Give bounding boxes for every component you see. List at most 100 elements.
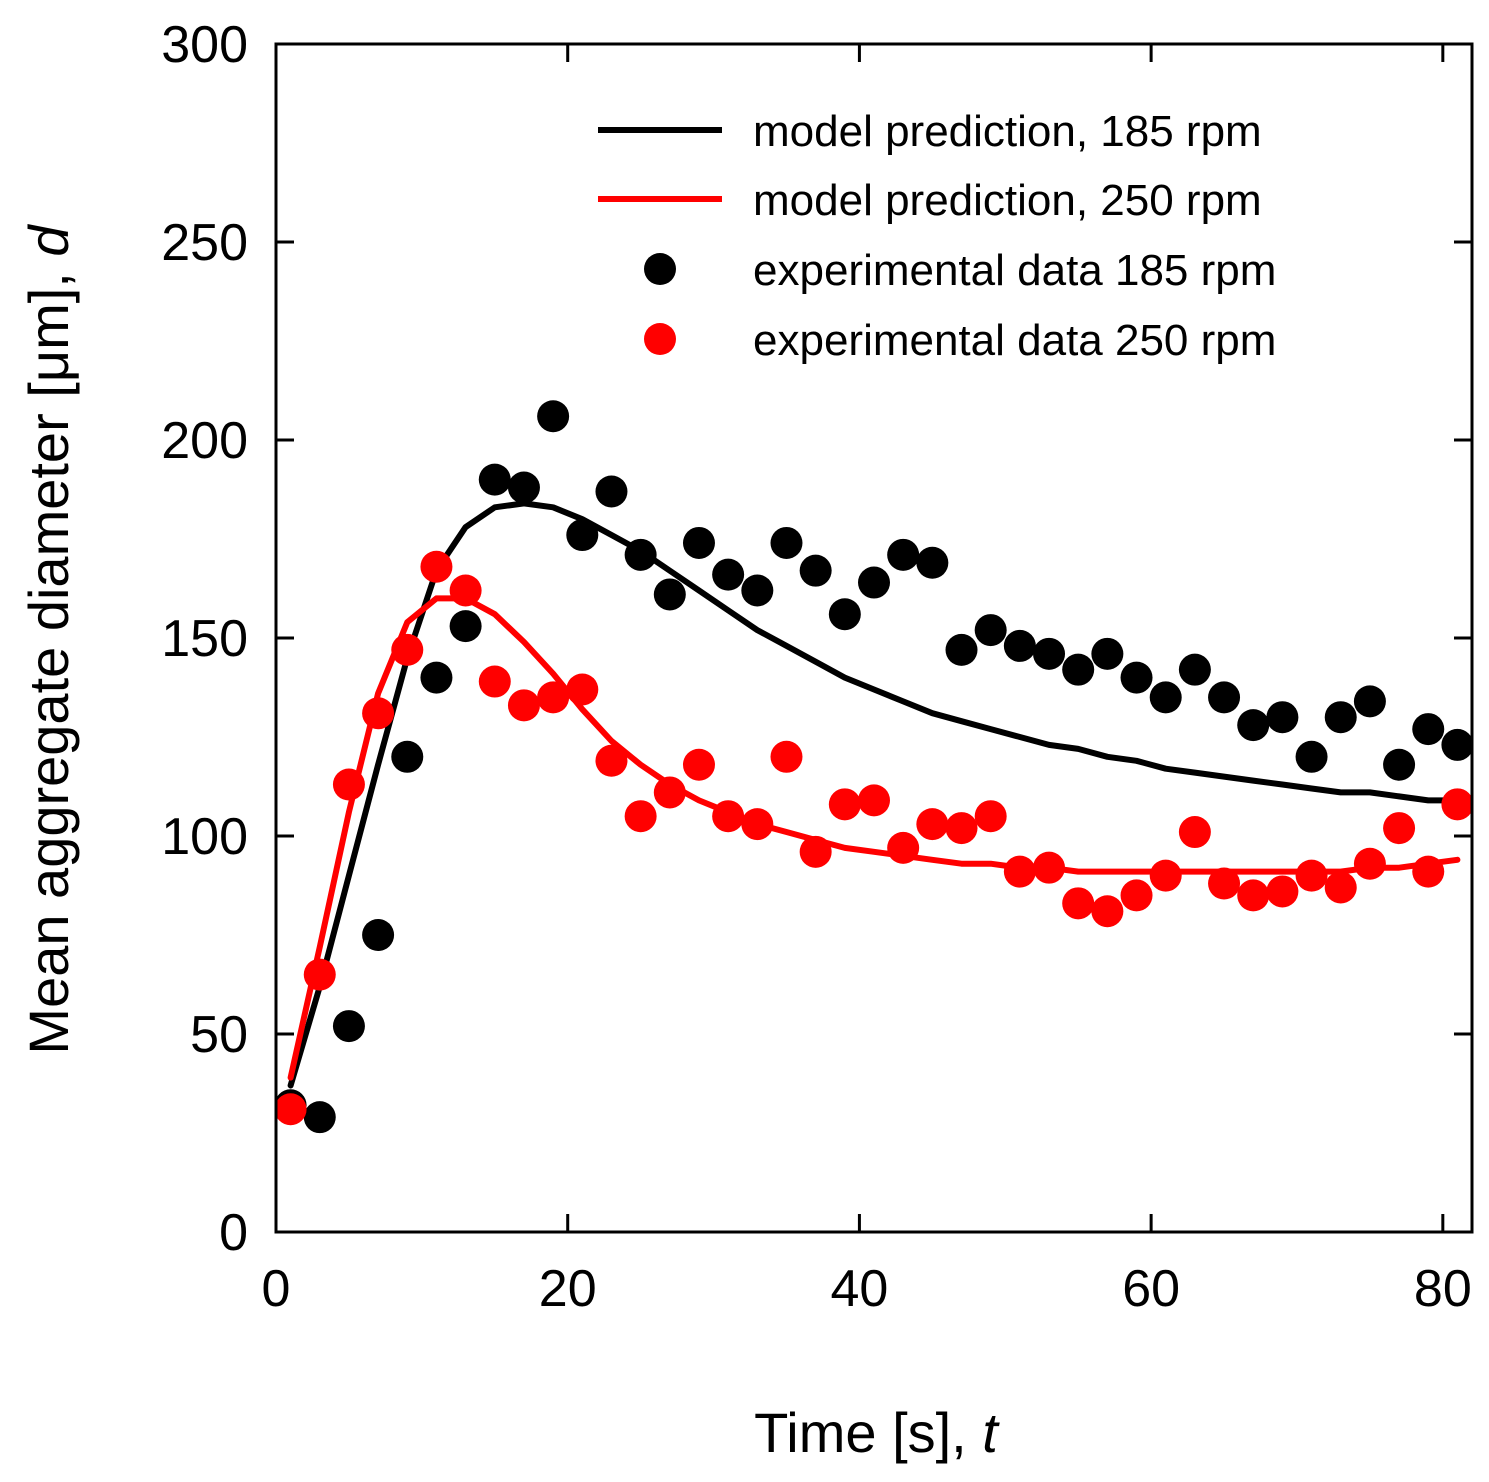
data-point: [449, 610, 482, 643]
data-point: [974, 800, 1007, 833]
data-point: [507, 689, 540, 722]
data-point: [1178, 816, 1211, 849]
data-point: [1266, 701, 1299, 734]
data-point: [945, 633, 978, 666]
y-tick-label: 0: [219, 1204, 248, 1262]
data-point: [1295, 859, 1328, 892]
data-point: [828, 788, 861, 821]
y-tick-label: 250: [161, 214, 248, 272]
y-tick-label: 50: [190, 1006, 248, 1064]
data-point: [712, 800, 745, 833]
data-point: [1091, 895, 1124, 928]
data-point: [566, 673, 599, 706]
data-point: [1178, 653, 1211, 686]
data-point: [828, 598, 861, 631]
data-point: [1003, 629, 1036, 662]
data-point: [537, 681, 570, 714]
data-point: [682, 748, 715, 781]
data-point: [332, 768, 365, 801]
data-point: [653, 776, 686, 809]
data-point: [1003, 855, 1036, 888]
data-point: [1353, 685, 1386, 718]
data-point: [595, 744, 628, 777]
data-point: [478, 665, 511, 698]
x-axis-title: Time [s], t: [754, 1401, 1000, 1464]
data-point: [1062, 887, 1095, 920]
data-point: [1295, 740, 1328, 773]
data-point: [1120, 661, 1153, 694]
series-layer: [276, 400, 1472, 1134]
data-point: [391, 633, 424, 666]
legend-label: model prediction, 250 rpm: [753, 176, 1262, 225]
legend-dot-swatch: [644, 323, 676, 355]
data-point: [566, 519, 599, 552]
data-point: [945, 812, 978, 845]
plot-area: [276, 400, 1472, 1134]
data-point: [1237, 879, 1270, 912]
x-tick-label: 60: [1122, 1260, 1180, 1318]
data-point: [741, 574, 774, 607]
y-tick-label: 100: [161, 808, 248, 866]
data-point: [362, 697, 395, 730]
data-point: [1208, 867, 1241, 900]
data-point: [799, 554, 832, 587]
data-point: [1091, 637, 1124, 670]
data-point: [1120, 879, 1153, 912]
data-point: [276, 1093, 307, 1126]
y-tick-label: 150: [161, 610, 248, 668]
data-point: [770, 526, 803, 559]
data-point: [391, 740, 424, 773]
data-point: [770, 740, 803, 773]
data-point: [624, 800, 657, 833]
data-point: [858, 566, 890, 599]
data-point: [1237, 709, 1270, 742]
legend-label: experimental data 250 rpm: [753, 316, 1276, 365]
data-point: [974, 614, 1007, 647]
x-tick-label: 80: [1414, 1260, 1472, 1318]
legend: model prediction, 185 rpm model predictio…: [598, 107, 1276, 365]
x-tick-label: 0: [262, 1260, 291, 1318]
x-tick-label: 40: [830, 1260, 888, 1318]
data-point: [858, 784, 890, 817]
data-point: [1149, 681, 1182, 714]
data-point: [712, 558, 745, 591]
data-point: [303, 958, 336, 991]
data-point: [916, 808, 949, 841]
data-point: [799, 835, 832, 868]
data-point: [362, 919, 395, 951]
data-point: [1324, 701, 1357, 734]
data-point: [537, 400, 570, 433]
y-tick-label: 300: [161, 16, 248, 74]
plot-frame: [274, 42, 1474, 1234]
legend-dot-swatch: [644, 253, 676, 285]
data-point: [420, 550, 453, 583]
data-point: [1383, 812, 1416, 845]
data-point: [1266, 875, 1299, 908]
data-point: [887, 831, 920, 864]
data-point: [1033, 851, 1066, 884]
data-point: [1412, 713, 1445, 746]
y-axis-title: Mean aggregate diameter [μm], d: [17, 224, 80, 1055]
data-point: [1062, 653, 1095, 686]
data-point: [1441, 788, 1472, 821]
data-point: [653, 578, 686, 611]
data-point: [303, 1101, 336, 1134]
data-point: [478, 463, 511, 496]
axis-tick-labels: 0 20 40 60 80 0 50 100 150 200 250 300: [161, 16, 1472, 1318]
data-point: [332, 1010, 365, 1043]
data-point: [449, 574, 482, 607]
y-tick-label: 200: [161, 412, 248, 470]
series-line: [287, 595, 1461, 1081]
data-point: [1033, 637, 1066, 670]
data-point: [1441, 728, 1472, 761]
data-point: [1412, 855, 1445, 888]
data-point: [624, 538, 657, 571]
data-point: [1324, 871, 1357, 904]
data-point: [1208, 681, 1241, 714]
series-line: [287, 500, 1461, 1089]
data-point: [1383, 748, 1416, 781]
data-point: [1353, 847, 1386, 880]
data-point: [682, 526, 715, 559]
data-point: [507, 471, 540, 504]
